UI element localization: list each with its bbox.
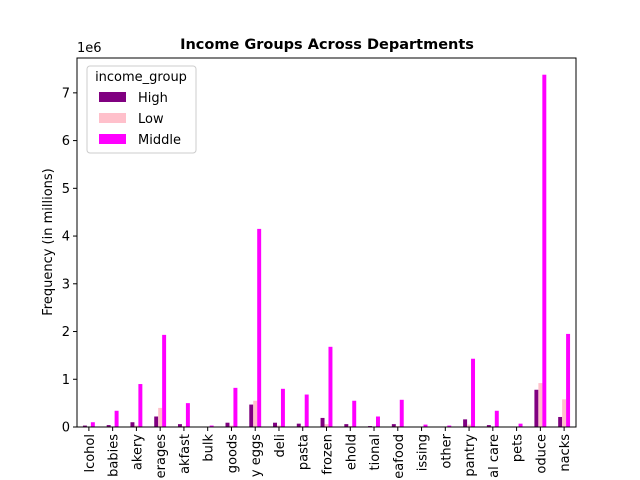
x-tick-label: bulk bbox=[202, 434, 217, 462]
bar bbox=[138, 384, 143, 427]
legend-swatch bbox=[99, 92, 126, 102]
bar bbox=[280, 388, 285, 427]
bar bbox=[447, 425, 452, 427]
legend-box bbox=[86, 65, 197, 154]
bar bbox=[538, 383, 543, 427]
legend-label: Low bbox=[138, 112, 164, 127]
y-tick-label: 1 bbox=[62, 373, 70, 388]
bar bbox=[486, 425, 491, 427]
legend-label: High bbox=[138, 91, 168, 106]
bar bbox=[185, 403, 190, 427]
y-tick-label: 5 bbox=[62, 182, 70, 197]
legend: income_group High Low Middle bbox=[86, 65, 197, 154]
bar bbox=[534, 389, 539, 427]
x-tick-label: akery bbox=[130, 434, 145, 470]
x-tick-label: goods bbox=[225, 434, 240, 473]
legend-swatch bbox=[99, 134, 126, 144]
y-tick-label: 3 bbox=[62, 277, 70, 292]
legend-swatch bbox=[99, 113, 126, 123]
bar bbox=[399, 399, 404, 427]
bar bbox=[158, 407, 163, 427]
x-tick-label: frozen bbox=[321, 434, 336, 475]
bar bbox=[562, 399, 567, 427]
bar bbox=[518, 423, 523, 427]
bar bbox=[130, 422, 135, 427]
bar bbox=[106, 425, 111, 427]
x-tick-label: nacks bbox=[558, 434, 573, 472]
bar bbox=[233, 387, 238, 427]
x-tick-label: issing bbox=[416, 434, 431, 471]
bar bbox=[249, 404, 254, 427]
legend-title: income_group bbox=[95, 70, 187, 85]
bar bbox=[352, 400, 357, 427]
bar bbox=[162, 334, 167, 427]
bar bbox=[423, 424, 428, 427]
x-tick-label: akfast bbox=[178, 434, 193, 474]
x-tick-label: pasta bbox=[297, 434, 312, 470]
bar bbox=[177, 424, 182, 427]
y-tick-label: 2 bbox=[62, 325, 70, 340]
bar bbox=[114, 410, 119, 427]
x-tick-label: pets bbox=[511, 434, 526, 462]
y-axis-label: Frequency (in millions) bbox=[41, 168, 56, 316]
bar bbox=[209, 425, 214, 427]
x-tick-label: erages bbox=[154, 434, 169, 479]
y-tick-label: 6 bbox=[62, 134, 70, 149]
x-tick-label: al care bbox=[487, 434, 502, 478]
bar bbox=[542, 74, 547, 427]
x-tick-label: y eggs bbox=[249, 434, 264, 477]
y-tick-label: 4 bbox=[62, 230, 70, 245]
bar bbox=[463, 419, 468, 427]
chart-title: Income Groups Across Departments bbox=[180, 37, 474, 53]
x-tick-label: babies bbox=[107, 434, 122, 477]
bar bbox=[471, 358, 476, 427]
plot-frame bbox=[76, 57, 577, 428]
x-tick-label: ehold bbox=[344, 434, 359, 470]
y-tick-label: 7 bbox=[62, 86, 70, 101]
offset-label: 1e6 bbox=[77, 41, 102, 56]
bar bbox=[344, 424, 349, 427]
bar bbox=[296, 423, 301, 427]
x-tick-label: lcohol bbox=[83, 434, 98, 473]
x-tick-label: deli bbox=[273, 434, 288, 457]
bar bbox=[494, 410, 499, 427]
bar bbox=[134, 425, 139, 427]
bar bbox=[82, 425, 87, 427]
bar bbox=[304, 394, 309, 427]
bar bbox=[566, 333, 571, 427]
bar bbox=[273, 422, 277, 427]
bar bbox=[257, 228, 262, 427]
legend-label: Middle bbox=[138, 133, 181, 148]
bar bbox=[276, 425, 281, 427]
x-tick-label: eafood bbox=[392, 434, 407, 479]
bar bbox=[324, 424, 329, 427]
bar bbox=[376, 416, 380, 427]
x-tick-label: oduce bbox=[534, 434, 549, 474]
bar bbox=[320, 417, 325, 427]
x-tick-label: other bbox=[439, 433, 454, 468]
bar bbox=[225, 422, 230, 427]
bar bbox=[328, 346, 333, 427]
bar bbox=[391, 424, 396, 427]
bar bbox=[467, 424, 472, 427]
bar bbox=[154, 416, 159, 427]
bar bbox=[253, 400, 258, 427]
x-tick-label: tional bbox=[368, 434, 383, 470]
bar bbox=[90, 422, 95, 427]
bar bbox=[558, 416, 563, 427]
y-tick-label: 0 bbox=[62, 421, 70, 436]
x-tick-label: pantry bbox=[463, 434, 478, 477]
bar bbox=[229, 425, 234, 427]
